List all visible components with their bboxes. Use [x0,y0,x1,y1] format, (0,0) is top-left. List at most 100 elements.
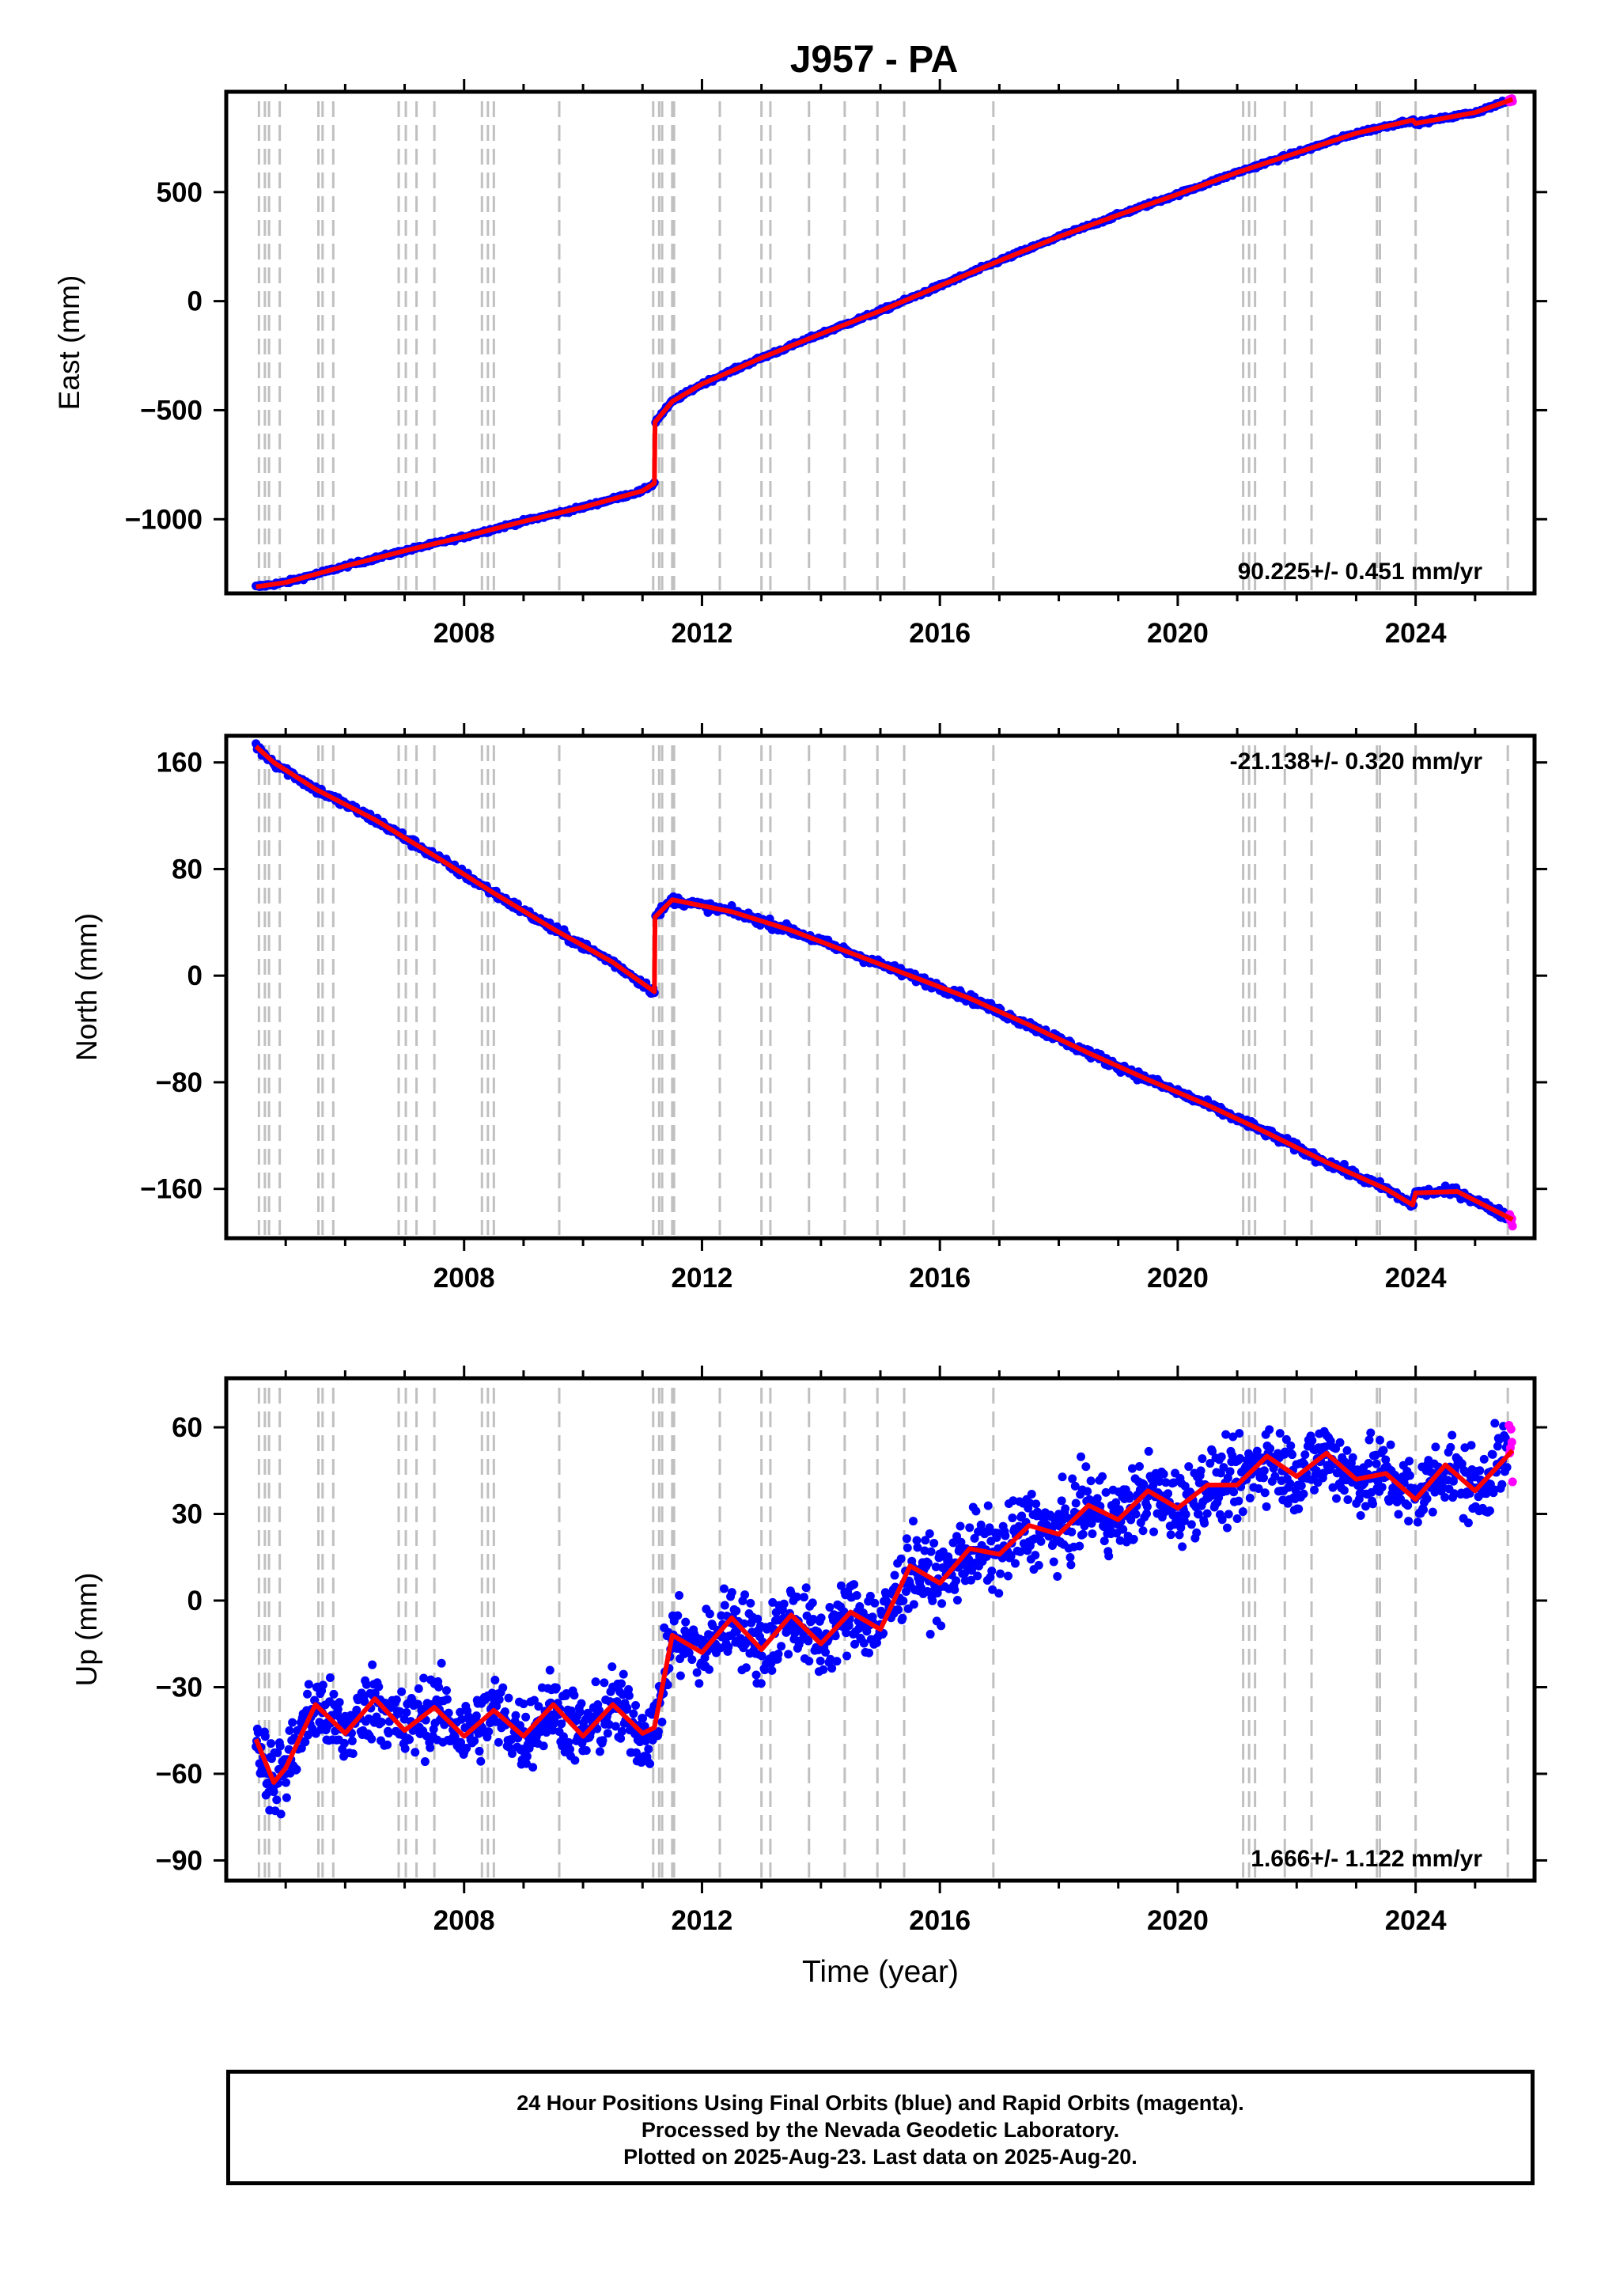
data-point [361,1680,371,1689]
data-point [1159,1469,1168,1479]
data-point [821,1647,831,1657]
data-point [303,1730,312,1740]
data-point [405,1735,414,1745]
data-point [684,1648,694,1658]
data-point [1229,1487,1239,1497]
data-point [956,1521,965,1531]
data-point [1086,1476,1096,1486]
data-point [1081,1462,1091,1472]
data-point [850,1639,860,1649]
data-points [252,94,1517,591]
data-point [616,1733,626,1743]
data-point [827,1664,837,1673]
data-point [595,1747,604,1756]
data-point [925,1630,935,1639]
data-point [339,1738,349,1748]
data-point [1187,1520,1196,1529]
y-tick-label: 0 [187,1586,202,1616]
data-point [792,1592,801,1601]
data-point [282,1793,291,1802]
data-point [1031,1499,1041,1509]
data-point [591,1677,600,1687]
data-point [545,1665,554,1675]
data-point [1098,1472,1107,1481]
data-point [1221,1430,1231,1439]
data-point [808,1598,817,1608]
data-point [681,1617,691,1627]
data-point [1228,1450,1237,1460]
data-point [898,1613,907,1623]
east-panel: 2008 2012 2016 2020 2024 −1000 −500 0 500 East (m… [53,79,1547,649]
data-point [859,1639,869,1648]
footer-line-1: 24 Hour Positions Using Final Orbits (bl… [517,2091,1244,2115]
data-point [1205,1459,1215,1468]
data-point [1011,1559,1020,1568]
data-point [1009,1496,1018,1506]
data-point [926,1547,936,1556]
data-point [1339,1486,1349,1495]
data-point [304,1680,313,1689]
data-point [903,1543,912,1552]
data-point [519,1699,528,1709]
data-point [1448,1430,1457,1440]
x-tick-label: 2020 [1147,618,1209,649]
data-point [1139,1480,1149,1489]
data-point [1475,1466,1485,1476]
data-point [522,1759,532,1768]
data-point [1149,1481,1158,1491]
data-point [275,1741,285,1751]
data-point [952,1576,961,1586]
data-point [368,1660,377,1669]
data-point [1386,1440,1395,1449]
data-point [269,1787,278,1797]
data-point [719,1584,729,1593]
data-point [260,1732,270,1741]
data-point [1422,1494,1432,1503]
data-point [1144,1446,1153,1456]
data-point [566,1706,576,1715]
chart-canvas: 2008 2012 2016 2020 2024 −1000 −500 0 500 East (m… [53,79,1547,1989]
footer-line-2: Processed by the Nevada Geodetic Laborat… [641,2118,1120,2142]
data-point [1071,1498,1081,1508]
data-point [1288,1450,1297,1460]
data-point [521,1712,531,1722]
data-point [617,1679,626,1688]
data-point [534,1702,543,1711]
data-point [370,1688,380,1698]
data-point [1381,1455,1391,1464]
data-point [732,1606,741,1616]
data-point [434,1682,444,1692]
data-point [400,1744,410,1753]
data-point [1364,1435,1374,1445]
data-point [1101,1487,1111,1497]
data-point [1234,1496,1243,1506]
data-point [1068,1474,1077,1483]
data-point [1404,1517,1414,1526]
data-point [367,1734,377,1744]
data-point [1126,1515,1136,1525]
data-point [890,1570,899,1580]
x-tick-label: 2008 [433,1263,495,1294]
data-point [272,1795,282,1805]
x-tick-label: 2012 [672,1263,733,1294]
data-point [1294,1504,1304,1514]
rapid-point [1508,1477,1517,1487]
data-point [1348,1453,1357,1462]
data-point [740,1590,750,1600]
data-point [757,1651,766,1661]
data-point [1379,1445,1388,1455]
data-point [1175,1530,1184,1540]
data-point [1075,1541,1084,1551]
data-point [484,1727,494,1737]
data-point [920,1546,929,1555]
data-point [855,1601,865,1611]
data-point [724,1642,733,1652]
data-point [1092,1494,1102,1503]
rate-label: 90.225+/- 0.451 mm/yr [1238,559,1483,585]
data-point [1225,1467,1235,1476]
data-point [967,1566,976,1575]
data-point [1179,1516,1189,1525]
y-tick-label: 0 [187,960,202,991]
data-point [1173,1511,1183,1521]
data-point [1342,1445,1352,1455]
